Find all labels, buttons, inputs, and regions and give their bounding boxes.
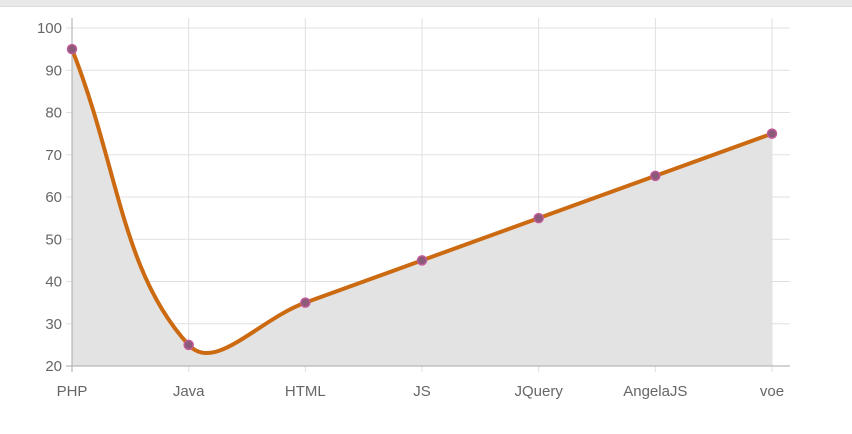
y-tick-label: 20: [45, 358, 62, 375]
x-tick-labels: PHP Java HTML JS JQuery AngelaJS voe: [57, 383, 785, 400]
x-tick-label: AngelaJS: [623, 383, 687, 400]
x-tick-label: Java: [173, 383, 205, 400]
x-tick-label: JS: [413, 383, 431, 400]
data-point: [183, 339, 194, 351]
y-tick-label: 60: [45, 189, 62, 206]
x-tick-label: JQuery: [514, 383, 563, 400]
y-tick-labels: 20 30 40 50 60 70 80 90 100: [37, 20, 62, 375]
y-tick-label: 80: [45, 105, 62, 122]
data-point: [766, 128, 778, 139]
x-tick-label: PHP: [57, 383, 88, 400]
x-tick-label: HTML: [285, 383, 326, 400]
axis-layer: [66, 18, 790, 372]
y-tick-label: 90: [45, 62, 62, 79]
data-point: [66, 43, 78, 55]
y-tick-label: 70: [45, 147, 62, 164]
window-top-strip: [0, 0, 852, 7]
data-point: [650, 170, 661, 182]
data-point: [300, 297, 311, 308]
x-tick-label: voe: [760, 383, 784, 400]
data-point: [416, 255, 428, 266]
data-point: [533, 212, 544, 224]
y-tick-label: 30: [45, 316, 62, 333]
y-tick-label: 40: [45, 274, 62, 291]
point-layer: [66, 43, 778, 351]
area-layer: [72, 49, 772, 366]
y-tick-label: 50: [45, 231, 62, 248]
y-tick-label: 100: [37, 20, 62, 37]
series-area-fill: [72, 49, 772, 366]
